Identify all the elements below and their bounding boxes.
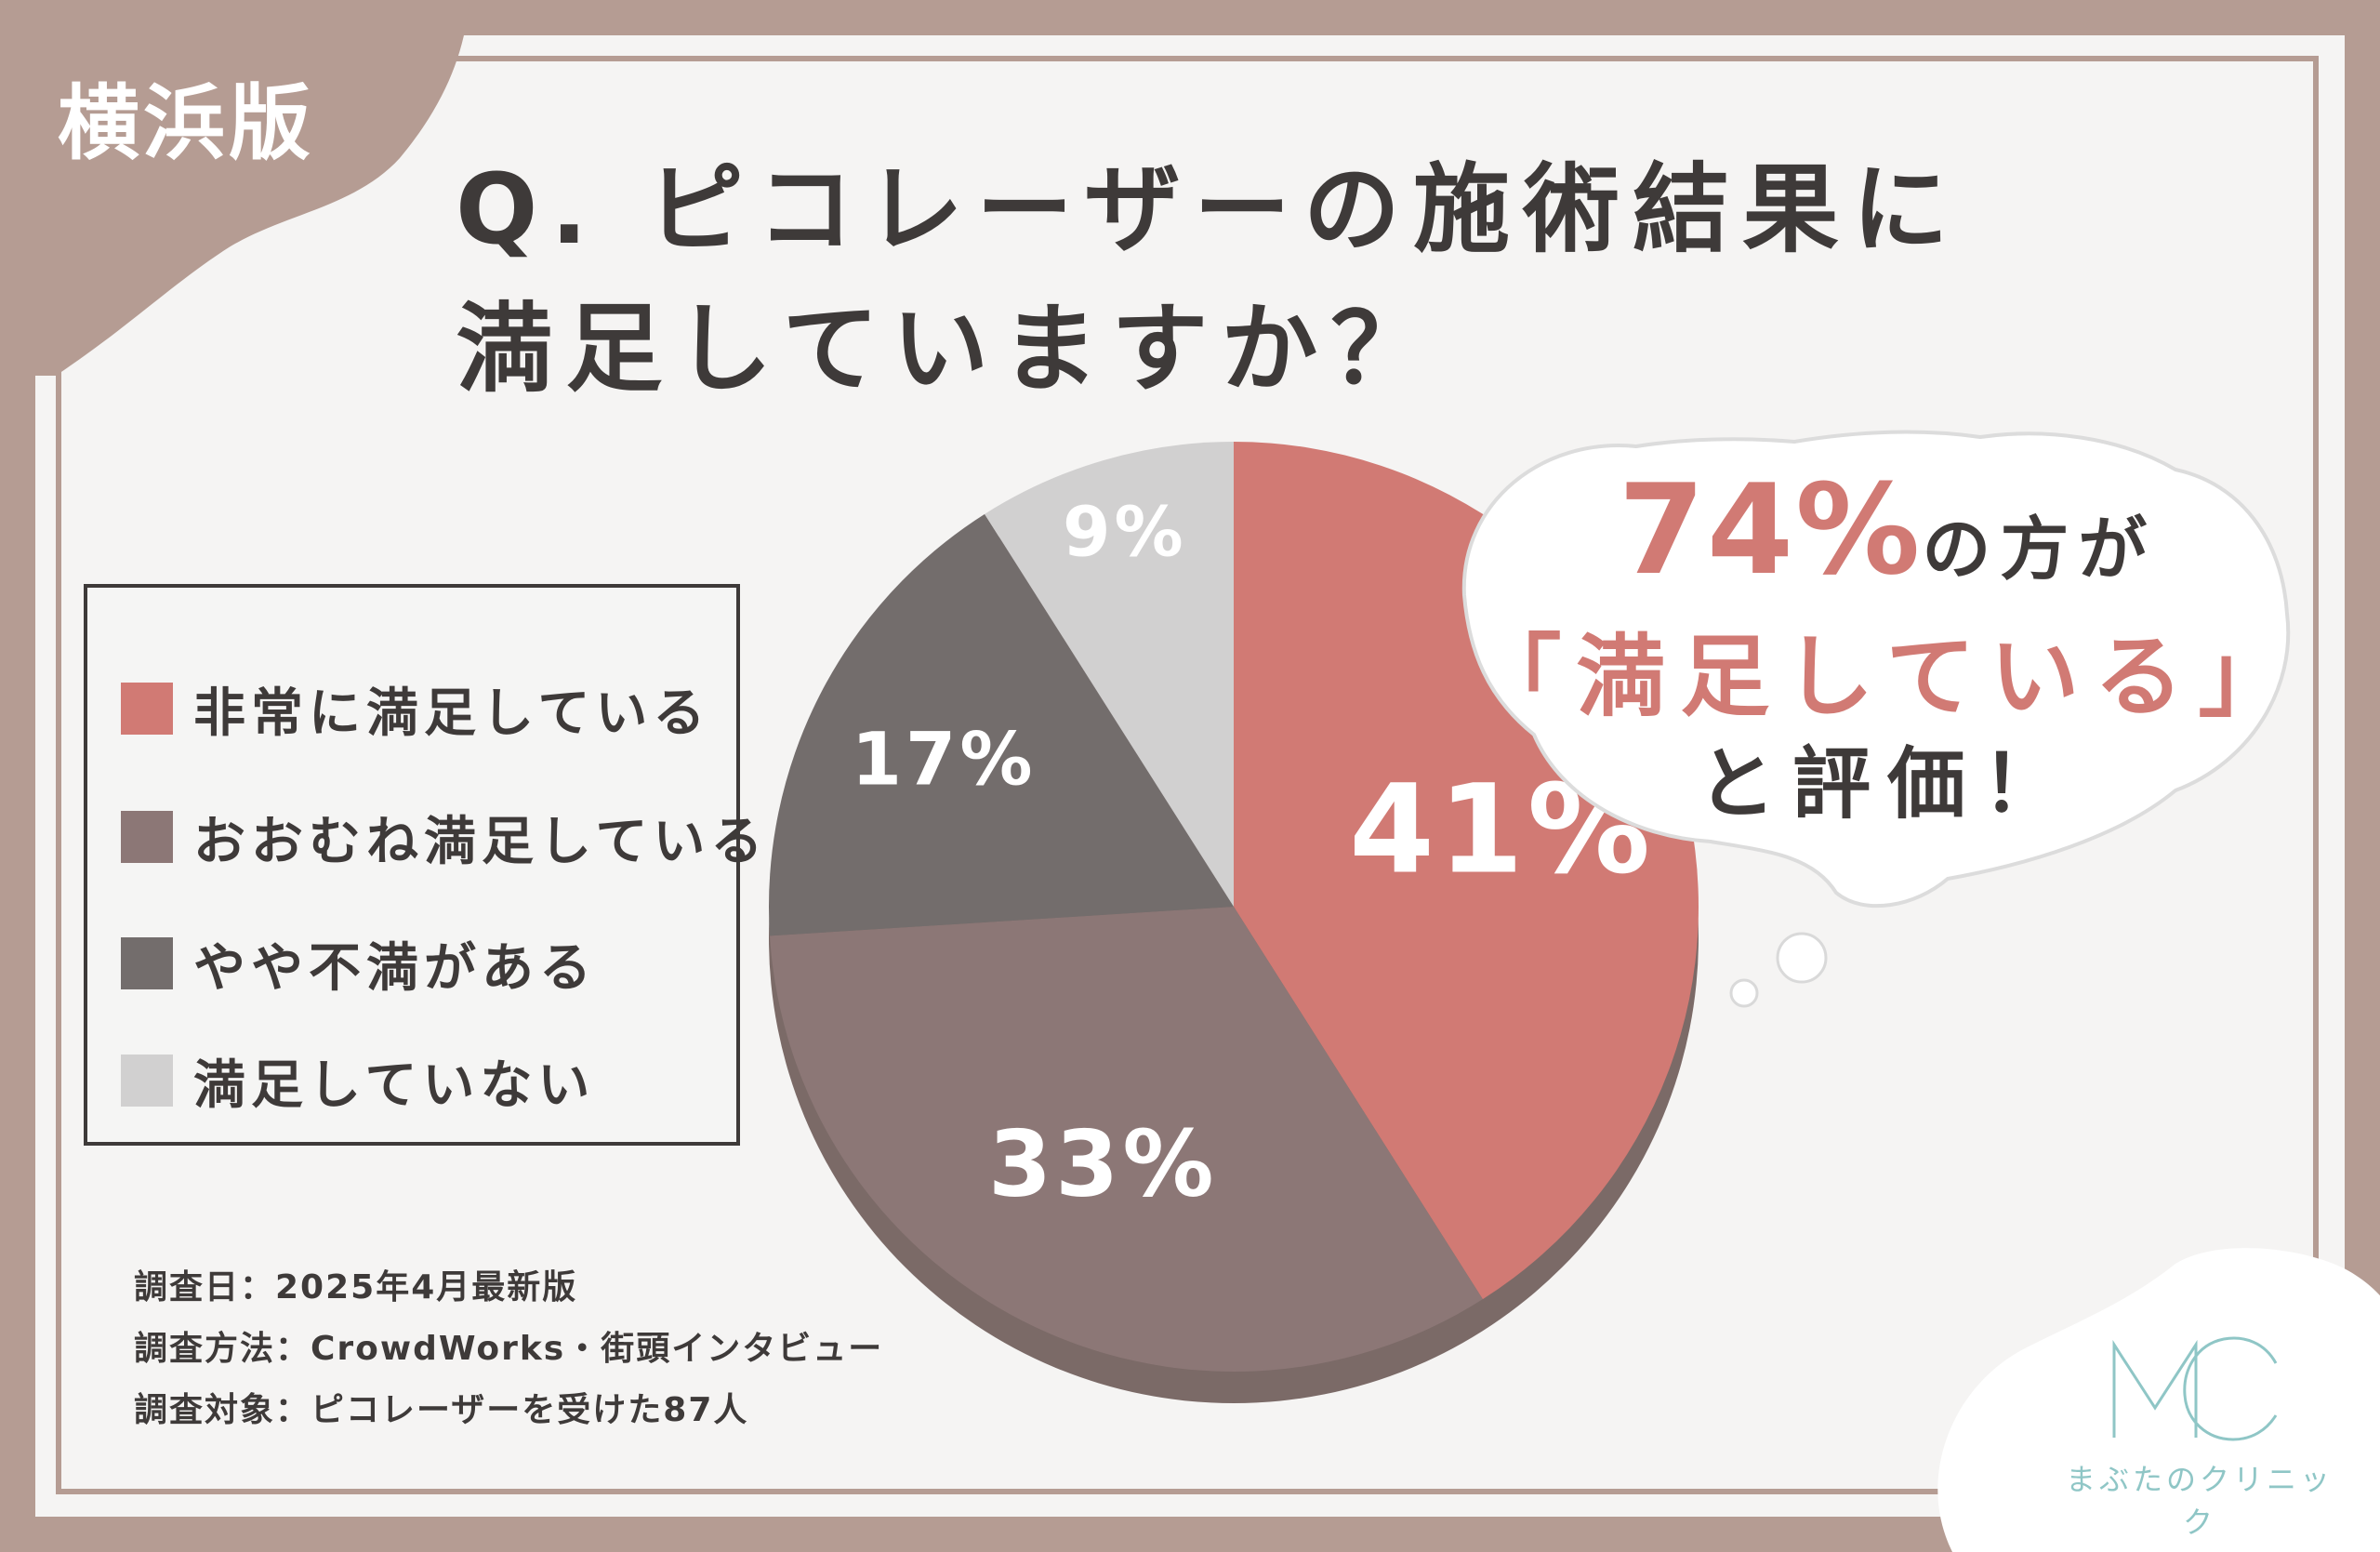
survey-notes: 調査日：2025年4月最新版 調査方法：CrowdWorks・街頭インタビュー … (134, 1257, 883, 1441)
page-title-line1: Q. ピコレーザーの施術結果に (455, 153, 1963, 266)
legend-label: おおむね満足している (193, 811, 769, 872)
legend-swatch (121, 683, 173, 735)
corner-tag-shape (0, 0, 469, 376)
legend-item: やや不満がある (121, 935, 597, 999)
pie-value-label-4: 9% (1063, 493, 1187, 573)
corner-tag-label: 横浜版 (58, 75, 315, 171)
pie-chart: 41%33%17%9% (769, 442, 1699, 1403)
pie-slice-2 (769, 907, 1483, 1372)
legend-item: 満足していない (121, 1053, 595, 1116)
legend-label: 満足していない (193, 1055, 596, 1116)
survey-note-target: 調査対象：ピコレーザーを受けた87人 (134, 1391, 749, 1429)
legend-label: 非常に満足している (193, 683, 711, 744)
pie-slice-4 (985, 442, 1234, 907)
legend: 非常に満足している おおむね満足している やや不満がある 満足していない (84, 584, 762, 1146)
callout-line1: 74%の方が (1422, 458, 2352, 603)
thought-dot-large (1776, 932, 1828, 984)
survey-note-date: 調査日：2025年4月最新版 (134, 1268, 578, 1307)
pie-slice-3 (769, 513, 1234, 936)
pie-value-label-3: 17% (852, 718, 1037, 802)
logo-name: まぶたのクリニック (2065, 1462, 2334, 1540)
legend-item: おおむね満足している (121, 809, 768, 872)
legend-swatch (121, 1055, 173, 1107)
survey-note-method: 調査方法：CrowdWorks・街頭インタビュー (134, 1330, 884, 1368)
callout-suffix: の方が (1922, 510, 2157, 590)
inner-border (56, 56, 2319, 1494)
callout-tail: と評価！ (1697, 738, 2077, 829)
thought-dot-small (1729, 978, 1759, 1008)
legend-item: 非常に満足している (121, 681, 710, 744)
speech-bubble (1461, 430, 2291, 1008)
legend-swatch (121, 811, 173, 863)
speech-bubble-shape (1461, 430, 2291, 909)
legend-swatch (121, 937, 173, 989)
legend-label: やや不満がある (193, 937, 597, 999)
logo-mark-icon (2112, 1336, 2278, 1441)
callout-percent: 74% (1618, 458, 1923, 603)
callout-quote: 「満足している」 (1472, 625, 2303, 729)
page-title-line2: 満足していますか？ (456, 292, 1441, 405)
pie-value-label-2: 33% (988, 1112, 1218, 1218)
